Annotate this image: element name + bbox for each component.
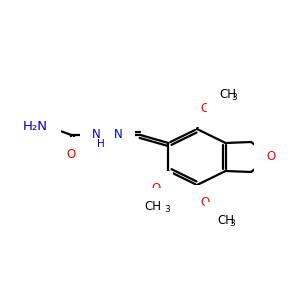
Text: O: O: [266, 151, 275, 164]
Text: O: O: [152, 182, 161, 196]
Text: 3: 3: [164, 205, 170, 214]
Text: CH: CH: [217, 214, 234, 226]
Text: O: O: [67, 148, 76, 161]
Text: 3: 3: [229, 218, 235, 227]
Text: CH: CH: [219, 88, 236, 100]
Text: O: O: [200, 103, 210, 116]
Text: 3: 3: [231, 92, 237, 101]
Text: H: H: [97, 139, 104, 149]
Text: CH: CH: [144, 200, 161, 212]
Text: N: N: [114, 128, 123, 142]
Text: N: N: [92, 128, 101, 142]
Text: H₂N: H₂N: [22, 121, 47, 134]
Text: O: O: [200, 196, 210, 209]
